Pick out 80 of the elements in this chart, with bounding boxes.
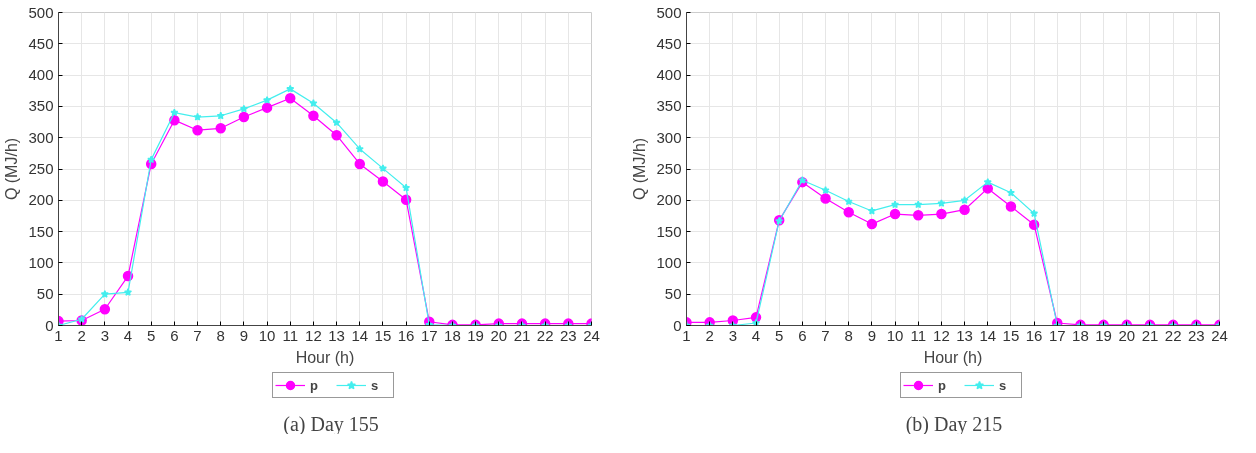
x-tick-label: 14 [351, 326, 369, 344]
y-tick-label: 200 [28, 191, 54, 209]
y-tick-label: 50 [664, 285, 682, 303]
y-tick-label: 200 [656, 191, 682, 209]
x-tick-label: 4 [751, 326, 761, 344]
x-tick-label: 5 [147, 326, 156, 344]
x-tick-label: 2 [705, 326, 714, 344]
y-tick-label: 300 [28, 128, 54, 146]
x-tick-label: 6 [170, 326, 179, 344]
x-tick-label: 20 [1118, 326, 1136, 344]
x-tick-label: 17 [1048, 326, 1066, 344]
y-tick-label: 150 [28, 222, 54, 240]
y-axis-title: Q (MJ/h) [631, 137, 649, 201]
x-tick-label: 15 [374, 326, 392, 344]
x-tick-label: 22 [536, 326, 554, 344]
y-tick-label: 500 [656, 3, 682, 21]
x-tick-label: 3 [100, 326, 110, 344]
y-tick-label: 400 [656, 66, 682, 84]
x-tick-label: 7 [193, 326, 202, 344]
x-tick-label: 21 [513, 326, 531, 344]
text: (b) Day 215 [905, 412, 1003, 436]
x-tick-label: 8 [216, 326, 225, 344]
x-axis-title: Hour (h) [295, 348, 355, 366]
x-tick-label: 14 [979, 326, 997, 344]
y-tick-label: 350 [28, 97, 54, 115]
x-tick-label: 16 [397, 326, 415, 344]
y-tick-label: 450 [656, 34, 682, 52]
x-tick-label: 11 [910, 326, 927, 344]
x-tick-label: 18 [444, 326, 461, 344]
text: (a) Day 155 [283, 412, 379, 436]
y-tick-label: 150 [656, 222, 682, 240]
x-tick-label: 23 [1187, 326, 1205, 344]
x-tick-label: 13 [328, 326, 345, 344]
y-tick-label: 250 [656, 160, 682, 177]
x-tick-label: 1 [54, 326, 63, 344]
x-tick-label: 23 [559, 326, 577, 344]
x-tick-label: 4 [123, 326, 133, 344]
x-tick-label: 22 [1164, 326, 1182, 344]
x-tick-label: 21 [1141, 326, 1159, 344]
x-axis-title: Hour (h) [923, 348, 983, 366]
x-tick-label: 2 [77, 326, 86, 344]
x-tick-label: 16 [1025, 326, 1043, 344]
y-tick-label: 350 [656, 97, 682, 115]
x-tick-label: 12 [933, 326, 950, 344]
y-tick-label: 450 [28, 34, 54, 52]
x-tick-label: 3 [728, 326, 738, 344]
y-tick-label: 100 [656, 253, 682, 271]
y-tick-label: 500 [28, 3, 54, 21]
x-tick-label: 24 [583, 326, 600, 344]
x-tick-label: 1 [682, 326, 691, 344]
x-tick-label: 13 [956, 326, 973, 344]
x-tick-label: 10 [886, 326, 904, 344]
x-tick-label: 7 [821, 326, 830, 344]
y-tick-label: 0 [45, 316, 54, 334]
y-tick-label: 400 [28, 66, 54, 84]
x-tick-label: 9 [867, 326, 877, 344]
x-tick-label: 18 [1072, 326, 1089, 344]
x-tick-label: 20 [490, 326, 508, 344]
y-tick-label: 250 [28, 160, 54, 177]
legend-label: p [310, 377, 319, 393]
y-tick-label: 50 [36, 285, 54, 303]
y-axis-title: Q (MJ/h) [3, 137, 21, 201]
x-tick-label: 8 [844, 326, 853, 344]
legend-label: s [999, 377, 1008, 393]
x-tick-label: 5 [775, 326, 784, 344]
x-tick-label: 12 [305, 326, 322, 344]
y-tick-label: 300 [656, 128, 682, 146]
legend-label: p [938, 377, 947, 393]
x-tick-label: 11 [282, 326, 299, 344]
y-tick-label: 100 [28, 253, 54, 271]
x-tick-label: 9 [239, 326, 249, 344]
x-tick-label: 19 [467, 326, 484, 344]
x-tick-label: 17 [420, 326, 438, 344]
y-tick-label: 0 [673, 316, 682, 334]
x-tick-label: 15 [1002, 326, 1020, 344]
x-tick-label: 24 [1211, 326, 1228, 344]
x-tick-label: 6 [798, 326, 807, 344]
x-tick-label: 10 [258, 326, 276, 344]
legend-label: s [371, 377, 380, 393]
x-tick-label: 19 [1095, 326, 1112, 344]
